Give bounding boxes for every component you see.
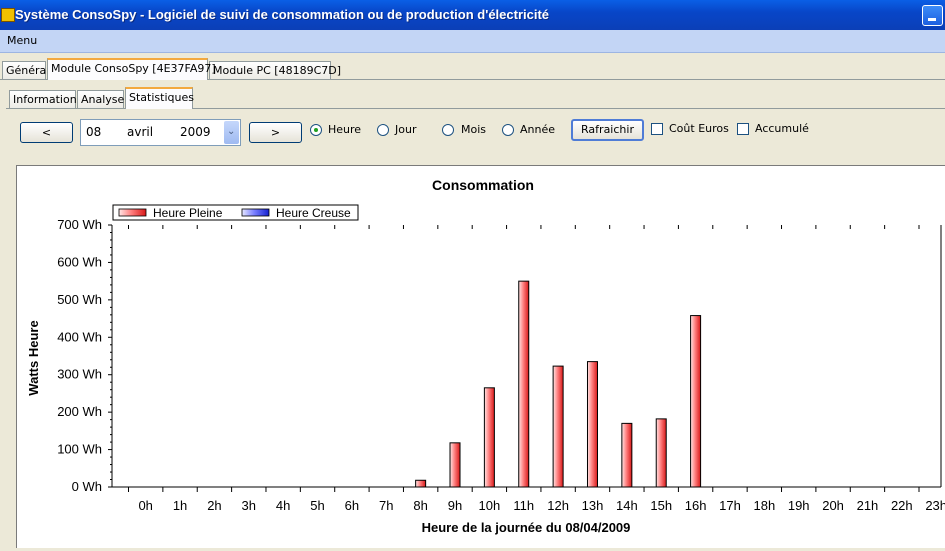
y-tick-label: 200 Wh	[57, 404, 102, 419]
x-tick-label: 22h	[891, 498, 913, 513]
tab-statistiques[interactable]: Statistiques	[125, 87, 194, 109]
radio-selected-dot	[314, 128, 318, 132]
refresh-button[interactable]: Rafraichir	[571, 119, 644, 141]
x-tick-label: 7h	[379, 498, 393, 513]
x-tick-label: 10h	[479, 498, 501, 513]
bar-heure-pleine-10h	[483, 387, 495, 488]
y-tick-label: 400 Wh	[57, 329, 102, 344]
date-month: avril	[127, 125, 154, 139]
x-tick-label: 5h	[310, 498, 324, 513]
x-axis: 0h 1h 2h 3h 4h 5h 6h 7h 8h 9h 10h 11h 12h 13h 14h 15h 16…	[127, 225, 945, 513]
x-tick-label: 17h	[719, 498, 741, 513]
legend-swatch-heure-pleine	[118, 208, 147, 217]
x-tick-label: 13h	[582, 498, 604, 513]
bars	[415, 280, 702, 488]
x-tick-label: 14h	[616, 498, 638, 513]
bar-heure-pleine-11h	[518, 280, 530, 488]
x-tick-label: 15h	[650, 498, 672, 513]
y-tick-label: 500 Wh	[57, 292, 102, 307]
radio-heure[interactable]	[310, 124, 322, 136]
consumption-chart: Consommation Heure Pleine Heure Creuse 0…	[26, 177, 945, 535]
menu-bar: Menu	[0, 30, 945, 53]
x-tick-label: 19h	[788, 498, 810, 513]
x-tick-label: 4h	[276, 498, 290, 513]
window-title: Système ConsoSpy - Logiciel de suivi de …	[15, 7, 550, 22]
app-icon	[1, 8, 15, 22]
chart-title: Consommation	[432, 177, 534, 193]
y-tick-label: 700 Wh	[57, 217, 102, 232]
y-axis: 0 Wh 100 Wh 200 Wh 300 Wh 400 Wh 500 Wh 600 Wh…	[57, 217, 112, 494]
x-tick-label: 8h	[413, 498, 427, 513]
y-tick-label: 300 Wh	[57, 367, 102, 382]
bar-heure-pleine-16h	[690, 315, 702, 488]
checkbox-accumule[interactable]	[737, 123, 749, 135]
x-tick-label: 12h	[547, 498, 569, 513]
x-tick-label: 11h	[513, 498, 534, 513]
tab-module-consospy[interactable]: Module ConsoSpy [4E37FA97]	[47, 58, 216, 80]
x-tick-label: 1h	[173, 498, 187, 513]
bar-heure-pleine-8h	[415, 479, 427, 488]
tab-analyse[interactable]: Analyse	[77, 90, 124, 108]
menu-item-menu[interactable]: Menu	[7, 34, 38, 47]
x-tick-label: 6h	[345, 498, 359, 513]
x-tick-label: 18h	[753, 498, 775, 513]
chevron-down-icon: ⌄	[227, 126, 236, 137]
checkbox-cout-euros[interactable]	[651, 123, 663, 135]
date-dropdown-button[interactable]: ⌄	[224, 121, 239, 144]
checkbox-cout-euros-label: Coût Euros	[669, 122, 729, 135]
next-button[interactable]: >	[249, 122, 302, 143]
legend-label-heure-creuse: Heure Creuse	[276, 206, 351, 220]
x-tick-label: 20h	[822, 498, 844, 513]
x-axis-label: Heure de la journée du 08/04/2009	[422, 520, 631, 535]
x-tick-label: 23h	[925, 498, 945, 513]
y-axis-label: Watts Heure	[26, 320, 41, 395]
y-tick-label: 0 Wh	[72, 479, 102, 494]
minimize-icon	[928, 18, 936, 21]
radio-mois[interactable]	[442, 124, 454, 136]
x-tick-label: 16h	[685, 498, 707, 513]
top-tab-panel-border	[0, 79, 945, 80]
sub-tabs: Informations Analyse Statistiques	[0, 87, 945, 110]
date-year: 2009	[180, 125, 211, 139]
legend-swatch-heure-creuse	[241, 208, 270, 217]
bar-heure-pleine-13h	[586, 361, 598, 488]
chart-legend: Heure Pleine Heure Creuse	[112, 204, 359, 221]
x-tick-label: 3h	[242, 498, 256, 513]
sub-tab-panel-border	[6, 108, 945, 109]
legend-label-heure-pleine: Heure Pleine	[153, 206, 223, 220]
radio-annee-label: Année	[520, 123, 556, 136]
title-bar: Système ConsoSpy - Logiciel de suivi de …	[0, 0, 945, 30]
previous-button[interactable]: <	[20, 122, 73, 143]
top-tabs: Général Module ConsoSpy [4E37FA97] Modul…	[0, 58, 945, 81]
radio-annee[interactable]	[502, 124, 514, 136]
y-tick-label: 600 Wh	[57, 254, 102, 269]
radio-heure-label: Heure	[328, 123, 362, 136]
legend-box	[112, 204, 359, 221]
y-tick-label: 100 Wh	[57, 442, 102, 457]
radio-jour-label: Jour	[395, 123, 417, 136]
tab-general[interactable]: Général	[2, 61, 49, 79]
tab-informations[interactable]: Informations	[9, 90, 82, 108]
bar-heure-pleine-14h	[621, 422, 633, 488]
checkbox-accumule-label: Accumulé	[755, 122, 809, 135]
x-tick-label: 9h	[448, 498, 462, 513]
x-tick-label: 0h	[138, 498, 152, 513]
x-tick-label: 21h	[857, 498, 879, 513]
minimize-button[interactable]	[922, 5, 943, 26]
bar-heure-pleine-12h	[552, 365, 564, 488]
bar-heure-pleine-9h	[449, 442, 461, 488]
date-day: 08	[86, 125, 102, 139]
chart-panel: Consommation Heure Pleine Heure Creuse 0…	[16, 165, 945, 548]
radio-mois-label: Mois	[461, 123, 487, 136]
date-picker[interactable]: 08 avril 2009 ⌄	[80, 119, 241, 146]
radio-jour[interactable]	[377, 124, 389, 136]
x-tick-label: 2h	[207, 498, 221, 513]
tab-module-pc[interactable]: Module PC [48189C7D]	[209, 61, 341, 79]
bar-heure-pleine-15h	[655, 418, 667, 488]
